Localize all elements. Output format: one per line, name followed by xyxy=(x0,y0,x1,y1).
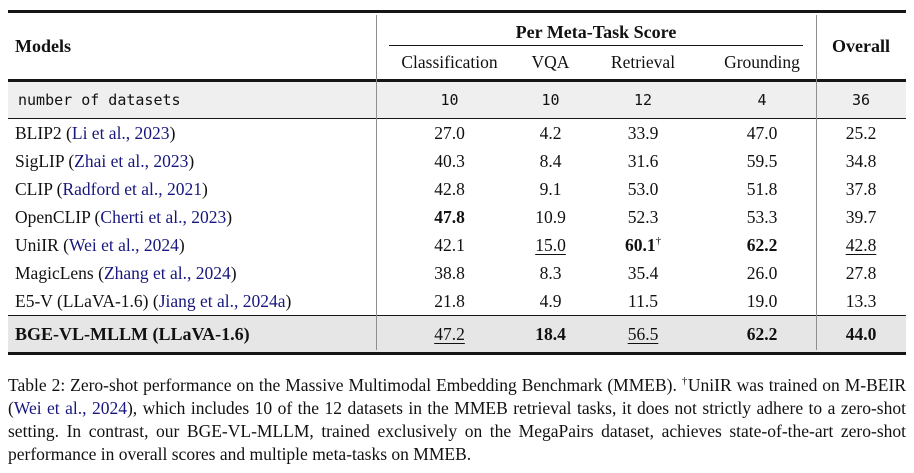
dagger-footnote-mark: † xyxy=(655,235,662,248)
top-rule xyxy=(8,10,906,13)
score-cell: 25.2 xyxy=(845,123,877,143)
score-cell: 53.3 xyxy=(746,207,778,227)
score-cell: 35.4 xyxy=(627,263,659,283)
datasets-count-row: number of datasets 10 10 12 4 36 xyxy=(8,82,906,118)
citation-link[interactable]: Cherti et al., 2023 xyxy=(100,207,227,227)
score-cell: 62.2 xyxy=(746,324,778,344)
datasets-rule xyxy=(8,118,906,119)
datasets-row-label: number of datasets xyxy=(18,91,181,109)
column-header-grounding: Grounding xyxy=(724,52,800,72)
table-body: BLIP2 (Li et al., 2023) 27.0 4.2 33.9 47.0 25… xyxy=(8,119,906,315)
models-column-header: Models xyxy=(15,35,71,56)
model-name: BLIP2 (Li et al., 2023) xyxy=(15,123,176,143)
score-cell: 56.5 xyxy=(627,324,659,344)
header-rule xyxy=(8,79,906,82)
dataset-count-cell: 12 xyxy=(633,91,653,109)
pre-highlight-rule xyxy=(8,315,906,316)
score-cell: 8.3 xyxy=(539,263,562,283)
table-row: E5-V (LLaVA-1.6) (Jiang et al., 2024a) 21… xyxy=(8,287,906,315)
score-cell: 11.5 xyxy=(628,291,658,311)
overall-column-header: Overall xyxy=(832,35,890,56)
score-cell: 9.1 xyxy=(539,179,562,199)
score-cell: 27.0 xyxy=(434,123,465,143)
table-caption: Table 2: Zero-shot performance on the Ma… xyxy=(8,375,906,464)
citation-link[interactable]: Wei et al., 2024 xyxy=(68,235,179,255)
score-cell: 47.2 xyxy=(434,324,465,344)
dataset-count-cell: 10 xyxy=(541,91,560,109)
score-cell: 33.9 xyxy=(627,123,659,143)
score-cell: 60.1† xyxy=(624,235,662,255)
score-cell: 44.0 xyxy=(845,324,877,344)
citation-link[interactable]: Jiang et al., 2024a xyxy=(158,291,286,311)
score-cell: 4.9 xyxy=(539,291,562,311)
score-cell: 53.0 xyxy=(627,179,659,199)
model-name: E5-V (LLaVA-1.6) (Jiang et al., 2024a) xyxy=(15,291,292,311)
score-cell: 59.5 xyxy=(746,151,778,171)
model-name: OpenCLIP (Cherti et al., 2023) xyxy=(15,207,233,227)
column-separator-left xyxy=(376,15,377,350)
score-cell: 42.8 xyxy=(434,179,465,199)
model-name: UniIR (Wei et al., 2024) xyxy=(15,235,185,255)
score-cell: 8.4 xyxy=(539,151,562,171)
table-row: OpenCLIP (Cherti et al., 2023) 47.8 10.9 52… xyxy=(8,203,906,231)
citation-link[interactable]: Zhang et al., 2024 xyxy=(103,263,231,283)
score-cell: 10.9 xyxy=(535,207,566,227)
dataset-count-cell: 36 xyxy=(851,91,871,109)
column-header-retrieval: Retrieval xyxy=(610,52,676,72)
column-separator-right xyxy=(816,15,817,350)
column-header-classification: Classification xyxy=(401,52,498,72)
table-row: MagicLens (Zhang et al., 2024) 38.8 8.3 35.… xyxy=(8,259,906,287)
model-name: MagicLens (Zhang et al., 2024) xyxy=(15,263,237,283)
score-cell: 18.4 xyxy=(535,324,566,344)
results-table: Models Per Meta-Task Score Overall Class… xyxy=(8,10,906,355)
table-row: UniIR (Wei et al., 2024) 42.1 15.0 60.1† 62.… xyxy=(8,231,906,259)
score-cell: 39.7 xyxy=(845,207,877,227)
citation-link[interactable]: Wei et al., 2024 xyxy=(13,398,127,418)
score-cell: 4.2 xyxy=(539,123,562,143)
dagger-footnote-mark: † xyxy=(681,375,688,388)
citation-link[interactable]: Li et al., 2023 xyxy=(71,123,170,143)
model-name: BGE-VL-MLLM (LLaVA-1.6) xyxy=(15,324,250,344)
highlight-row: BGE-VL-MLLM (LLaVA-1.6) 47.2 18.4 56.5 62.2 4… xyxy=(8,316,906,352)
score-cell: 15.0 xyxy=(535,235,566,255)
score-cell: 21.8 xyxy=(434,291,465,311)
score-cell: 47.8 xyxy=(434,207,465,227)
score-cell: 31.6 xyxy=(627,151,659,171)
score-cell: 47.0 xyxy=(746,123,778,143)
model-name: CLIP (Radford et al., 2021) xyxy=(15,179,208,199)
table-row: SigLIP (Zhai et al., 2023) 40.3 8.4 31.6 59.… xyxy=(8,147,906,175)
score-cell: 40.3 xyxy=(434,151,465,171)
model-name: SigLIP (Zhai et al., 2023) xyxy=(15,151,195,171)
score-cell: 13.3 xyxy=(845,291,877,311)
dataset-count-cell: 10 xyxy=(440,91,459,109)
score-cell: 62.2 xyxy=(746,235,778,255)
score-cell: 27.8 xyxy=(845,263,877,283)
highlight-row-container: BGE-VL-MLLM (LLaVA-1.6) 47.2 18.4 56.5 62.2 4… xyxy=(8,316,906,352)
citation-link[interactable]: Radford et al., 2021 xyxy=(62,179,202,199)
meta-task-group-header: Per Meta-Task Score xyxy=(376,13,816,46)
table-header: Models Per Meta-Task Score Overall Class… xyxy=(8,13,906,79)
score-cell: 26.0 xyxy=(746,263,778,283)
bottom-rule xyxy=(8,352,906,355)
column-header-vqa: VQA xyxy=(531,52,570,72)
table-row: CLIP (Radford et al., 2021) 42.8 9.1 53.0 51… xyxy=(8,175,906,203)
score-cell: 52.3 xyxy=(627,207,659,227)
score-cell: 51.8 xyxy=(746,179,778,199)
meta-task-group-label: Per Meta-Task Score xyxy=(389,22,803,46)
citation-link[interactable]: Zhai et al., 2023 xyxy=(74,151,189,171)
score-cell: 42.8 xyxy=(845,235,877,255)
score-cell: 19.0 xyxy=(746,291,778,311)
score-cell: 34.8 xyxy=(845,151,877,171)
score-cell: 37.8 xyxy=(845,179,877,199)
score-cell: 42.1 xyxy=(434,235,465,255)
subheader-row: Classification VQA Retrieval Grounding xyxy=(376,46,816,79)
score-cell: 38.8 xyxy=(434,263,465,283)
table-row: BLIP2 (Li et al., 2023) 27.0 4.2 33.9 47.0 25… xyxy=(8,119,906,147)
dataset-count-cell: 4 xyxy=(757,91,767,109)
